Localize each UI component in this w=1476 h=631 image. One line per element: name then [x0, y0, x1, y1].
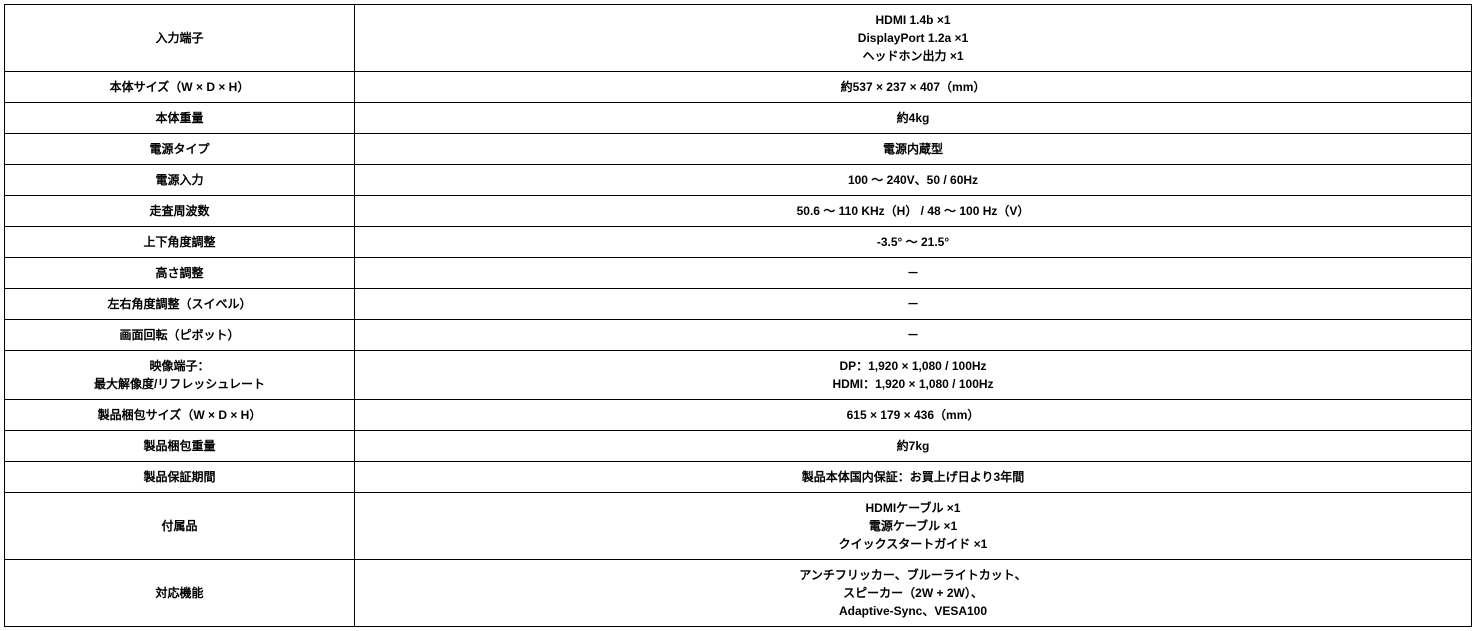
spec-value: － [355, 320, 1472, 351]
table-row: 電源タイプ電源内蔵型 [5, 134, 1472, 165]
spec-label-line: 本体サイズ（W × D × H） [13, 78, 346, 96]
spec-table: 入力端子 HDMI 1.4b ×1DisplayPort 1.2a ×1ヘッドホン… [4, 4, 1472, 627]
spec-table-body: 入力端子 HDMI 1.4b ×1DisplayPort 1.2a ×1ヘッドホン… [5, 5, 1472, 627]
spec-label: 電源タイプ [5, 134, 355, 165]
spec-value-line: DP：1,920 × 1,080 / 100Hz [363, 357, 1463, 375]
spec-value-line: クイックスタートガイド ×1 [363, 535, 1463, 553]
table-row: 対応機能アンチフリッカー、ブルーライトカット、スピーカー（2W + 2W）、Ad… [5, 560, 1472, 627]
spec-value: -3.5° ～ 21.5° [355, 227, 1472, 258]
spec-label-line: 本体重量 [13, 109, 346, 127]
spec-value: － [355, 289, 1472, 320]
spec-value: 製品本体国内保証：お買上げ日より3年間 [355, 462, 1472, 493]
spec-value: HDMI 1.4b ×1DisplayPort 1.2a ×1ヘッドホン出力 ×… [355, 5, 1472, 72]
spec-label: 高さ調整 [5, 258, 355, 289]
spec-value-line: HDMIケーブル ×1 [363, 499, 1463, 517]
spec-label-line: 入力端子 [13, 29, 346, 47]
spec-value-line: 615 × 179 × 436（mm） [363, 406, 1463, 424]
spec-value: DP：1,920 × 1,080 / 100HzHDMI：1,920 × 1,0… [355, 351, 1472, 400]
spec-value: － [355, 258, 1472, 289]
spec-value: アンチフリッカー、ブルーライトカット、スピーカー（2W + 2W）、Adapti… [355, 560, 1472, 627]
spec-label: 本体重量 [5, 103, 355, 134]
spec-value-line: HDMI：1,920 × 1,080 / 100Hz [363, 375, 1463, 393]
spec-label-line: 電源入力 [13, 171, 346, 189]
spec-value-line: 約537 × 237 × 407（mm） [363, 78, 1463, 96]
spec-value-line: Adaptive-Sync、VESA100 [363, 602, 1463, 620]
spec-label-line: 高さ調整 [13, 264, 346, 282]
spec-label: 対応機能 [5, 560, 355, 627]
table-row: 画面回転（ピボット） － [5, 320, 1472, 351]
spec-value: 約4kg [355, 103, 1472, 134]
table-row: 入力端子 HDMI 1.4b ×1DisplayPort 1.2a ×1ヘッドホン… [5, 5, 1472, 72]
table-row: 左右角度調整（スイベル） － [5, 289, 1472, 320]
spec-value-line: DisplayPort 1.2a ×1 [363, 29, 1463, 47]
spec-label-line: 最大解像度/リフレッシュレート [13, 375, 346, 393]
spec-label-line: 走査周波数 [13, 202, 346, 220]
spec-value-line: 100 ～ 240V、50 / 60Hz [363, 171, 1463, 189]
spec-label: 上下角度調整 [5, 227, 355, 258]
spec-value-line: － [363, 264, 1463, 282]
table-row: 高さ調整 － [5, 258, 1472, 289]
spec-value: 50.6 ～ 110 KHz（H） / 48 ～ 100 Hz（V） [355, 196, 1472, 227]
spec-value-line: 製品本体国内保証：お買上げ日より3年間 [363, 468, 1463, 486]
spec-value: 電源内蔵型 [355, 134, 1472, 165]
spec-value-line: HDMI 1.4b ×1 [363, 11, 1463, 29]
spec-label-line: 電源タイプ [13, 140, 346, 158]
spec-value-line: アンチフリッカー、ブルーライトカット、 [363, 566, 1463, 584]
spec-value-line: -3.5° ～ 21.5° [363, 233, 1463, 251]
spec-label-line: 付属品 [13, 517, 346, 535]
spec-label: 本体サイズ（W × D × H） [5, 72, 355, 103]
spec-value-line: スピーカー（2W + 2W）、 [363, 584, 1463, 602]
table-row: 本体重量約4kg [5, 103, 1472, 134]
spec-value: 約537 × 237 × 407（mm） [355, 72, 1472, 103]
spec-label: 製品保証期間 [5, 462, 355, 493]
spec-label: 画面回転（ピボット） [5, 320, 355, 351]
spec-value: 約7kg [355, 431, 1472, 462]
spec-label: 付属品 [5, 493, 355, 560]
spec-label-line: 製品梱包重量 [13, 437, 346, 455]
spec-label-line: 製品保証期間 [13, 468, 346, 486]
spec-label: 入力端子 [5, 5, 355, 72]
spec-value-line: ヘッドホン出力 ×1 [363, 47, 1463, 65]
spec-label: 左右角度調整（スイベル） [5, 289, 355, 320]
table-row: 映像端子：最大解像度/リフレッシュレートDP：1,920 × 1,080 / 1… [5, 351, 1472, 400]
spec-value-line: － [363, 295, 1463, 313]
spec-label-line: 映像端子： [13, 357, 346, 375]
spec-value-line: 約4kg [363, 109, 1463, 127]
spec-value-line: － [363, 326, 1463, 344]
spec-label: 製品梱包重量 [5, 431, 355, 462]
table-row: 電源入力 100 ～ 240V、50 / 60Hz [5, 165, 1472, 196]
spec-value: 615 × 179 × 436（mm） [355, 400, 1472, 431]
table-row: 付属品 HDMIケーブル ×1電源ケーブル ×1クイックスタートガイド ×1 [5, 493, 1472, 560]
spec-value: 100 ～ 240V、50 / 60Hz [355, 165, 1472, 196]
spec-label: 映像端子：最大解像度/リフレッシュレート [5, 351, 355, 400]
spec-label-line: 左右角度調整（スイベル） [13, 295, 346, 313]
spec-label-line: 対応機能 [13, 584, 346, 602]
spec-value-line: 約7kg [363, 437, 1463, 455]
spec-value-line: 50.6 ～ 110 KHz（H） / 48 ～ 100 Hz（V） [363, 202, 1463, 220]
table-row: 製品保証期間製品本体国内保証：お買上げ日より3年間 [5, 462, 1472, 493]
table-row: 製品梱包重量約7kg [5, 431, 1472, 462]
table-row: 走査周波数 50.6 ～ 110 KHz（H） / 48 ～ 100 Hz（V） [5, 196, 1472, 227]
spec-value-line: 電源内蔵型 [363, 140, 1463, 158]
spec-label: 走査周波数 [5, 196, 355, 227]
spec-label: 製品梱包サイズ（W × D × H） [5, 400, 355, 431]
spec-label-line: 画面回転（ピボット） [13, 326, 346, 344]
spec-label-line: 製品梱包サイズ（W × D × H） [13, 406, 346, 424]
spec-value: HDMIケーブル ×1電源ケーブル ×1クイックスタートガイド ×1 [355, 493, 1472, 560]
spec-value-line: 電源ケーブル ×1 [363, 517, 1463, 535]
spec-label-line: 上下角度調整 [13, 233, 346, 251]
table-row: 製品梱包サイズ（W × D × H） 615 × 179 × 436（mm） [5, 400, 1472, 431]
table-row: 上下角度調整 -3.5° ～ 21.5° [5, 227, 1472, 258]
table-row: 本体サイズ（W × D × H） 約537 × 237 × 407（mm） [5, 72, 1472, 103]
spec-label: 電源入力 [5, 165, 355, 196]
